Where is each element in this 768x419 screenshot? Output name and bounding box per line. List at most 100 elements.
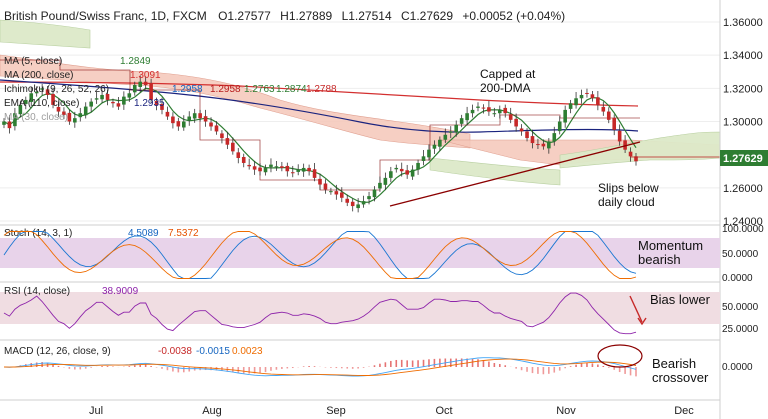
candle-body (383, 177, 388, 185)
candle-body (536, 144, 540, 146)
macd-hist-bar (379, 363, 381, 367)
bias-text: Bias lower (650, 292, 711, 307)
macd-hist-bar (417, 360, 419, 367)
macd-hist-bar (488, 361, 490, 367)
candle-body (231, 142, 235, 152)
macd-hist-bar (433, 358, 436, 367)
candle-body (192, 113, 197, 119)
macd-hist-bar (471, 358, 474, 367)
macd-hist-bar (237, 367, 240, 374)
macd-hist-bar (395, 359, 398, 367)
candle-body (23, 99, 28, 104)
slips-line1: Slips below (598, 181, 659, 195)
candle-body (241, 156, 246, 163)
candle-body (94, 98, 99, 100)
macd-hist-bar (264, 367, 267, 373)
rsi-tick-25: 25.0000 (722, 324, 759, 335)
legend-ema110-value: 1.2935 (134, 98, 165, 109)
candle-body (132, 85, 137, 93)
candle-body (187, 116, 192, 121)
macd-hist-bar (30, 363, 33, 367)
candle-body (557, 121, 562, 132)
candle-body (285, 165, 290, 172)
crossover-circle (597, 344, 643, 368)
macd-hist-bar (210, 367, 212, 371)
candle-body (568, 103, 573, 109)
macd-hist-bar (618, 367, 621, 373)
candle-body (443, 134, 448, 140)
macd-hist-bar (150, 366, 152, 367)
candle-body (372, 189, 377, 198)
candle-body (203, 116, 208, 122)
candle-body (416, 162, 420, 170)
macd-hist-bar (613, 367, 616, 370)
candle-body (225, 138, 230, 145)
candle-body (181, 121, 186, 128)
macd-hist-bar (384, 362, 387, 367)
macd-signal: -0.0015 (196, 346, 230, 357)
macd-hist-bar (504, 365, 507, 367)
macd-hist-bar (242, 367, 245, 374)
rsi-band (0, 292, 720, 324)
candle-body (13, 113, 17, 127)
candle-body (476, 106, 480, 108)
low-value: 1.27514 (348, 9, 392, 23)
candle-body (574, 98, 578, 106)
trendline (389, 141, 641, 207)
macd-hist-bar (390, 360, 392, 367)
macd-hist-bar (482, 360, 485, 367)
macd-hist-bar (602, 365, 605, 367)
candle-body (552, 133, 557, 142)
macd-hist-bar (449, 358, 452, 367)
macd-hist-bar (460, 358, 463, 367)
candle-body (247, 164, 251, 167)
candle-body (459, 118, 464, 124)
macd-hist-bar (531, 367, 534, 374)
macd-hist-bar (558, 367, 561, 371)
macd-hist-bar (253, 367, 256, 374)
rsi-line (3, 292, 637, 335)
stoch-tick-100: 100.0000 (722, 224, 764, 235)
candle-body (492, 113, 497, 115)
macd-hist-bar (607, 367, 610, 368)
candle-body (105, 93, 110, 100)
candle-body (45, 89, 50, 95)
candle-body (18, 104, 23, 115)
macd-hist-bar (373, 365, 376, 367)
macd-hist-bar (259, 367, 261, 374)
candle-body (209, 122, 213, 127)
high-value: 1.27889 (289, 9, 333, 23)
candle-body (329, 191, 333, 193)
candle-body (617, 130, 622, 142)
candle-body (154, 100, 159, 105)
price-tag-text: 1.27629 (723, 153, 763, 165)
macd-hist-bar (537, 367, 539, 374)
candle-body (40, 88, 44, 90)
candle-body (323, 183, 328, 190)
candle-body (438, 139, 442, 147)
macd-hist-bar (106, 366, 109, 367)
y-tick-label: 1.26000 (723, 183, 763, 195)
macd-value: -0.0038 (158, 346, 192, 357)
macd-hist-bar (498, 364, 501, 367)
candle-body (334, 191, 339, 195)
macd-hist-bar (79, 367, 82, 370)
candle-body (367, 196, 371, 200)
macd-hist-bar (575, 364, 577, 367)
symbol-title: British Pound/Swiss Franc, 1D, FXCM (4, 9, 207, 23)
legend-ichimoku: Ichimoku (9, 26, 52, 26) (4, 84, 109, 95)
macd-hist-bar (493, 363, 496, 367)
price-tag (720, 150, 768, 166)
bias-arrow-head (637, 317, 647, 326)
candle-body (590, 94, 595, 99)
macd-hist-bar (330, 367, 332, 368)
macd-hist-bar (291, 367, 294, 369)
bearish-line1: Bearish (652, 356, 696, 371)
candle-body (73, 118, 77, 123)
candle-body (29, 93, 34, 102)
macd-hist-bar (439, 358, 441, 367)
macd-hist-bar (302, 366, 305, 367)
candle-body (165, 111, 170, 117)
macd-hist-bar (351, 367, 354, 369)
ichimoku-v4: 1.2874 (276, 84, 307, 95)
